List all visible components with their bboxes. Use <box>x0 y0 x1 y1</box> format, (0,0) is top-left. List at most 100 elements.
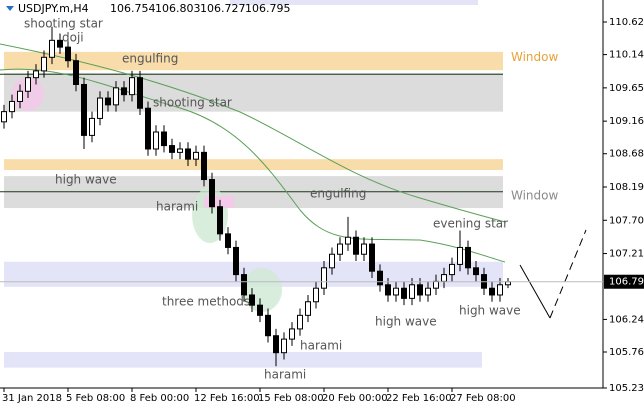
candle-body <box>457 246 463 265</box>
candle-body <box>489 287 495 296</box>
candle-body <box>497 284 503 296</box>
current-price-box <box>604 274 644 289</box>
x-tick-label: 22 Feb 16:00 <box>386 393 452 404</box>
y-tick-label: 108.190 <box>609 182 644 193</box>
candle-body <box>329 253 335 269</box>
candle-body <box>393 287 399 296</box>
candle-body <box>169 145 175 153</box>
candle-body <box>153 131 159 150</box>
candle-body <box>1 111 7 123</box>
y-tick-label: 108.680 <box>609 149 644 160</box>
y-tick-label: 105.230 <box>609 383 644 394</box>
candle-body <box>257 304 263 316</box>
candle-body <box>473 267 479 276</box>
symbol: USDJPY.m,H4 <box>18 2 89 15</box>
candle-body <box>113 87 119 106</box>
y-tick-label: 106.240 <box>609 314 644 325</box>
header-value: 106.727 <box>200 2 246 15</box>
forecast-line <box>549 229 587 319</box>
pattern-label: harami <box>264 368 306 382</box>
candle-body <box>361 243 367 255</box>
candle-body <box>49 39 55 58</box>
pattern-label: harami <box>156 200 198 214</box>
candle-body <box>249 294 255 306</box>
candles <box>1 26 511 367</box>
candle-body <box>401 287 407 299</box>
candle-body <box>161 131 167 147</box>
y-tick-label: 109.650 <box>609 83 644 94</box>
candle-body <box>337 243 343 255</box>
x-tick-label: 12 Feb 16:00 <box>194 393 260 404</box>
candle-body <box>9 100 15 113</box>
header-value: 106.803 <box>155 2 201 15</box>
candle-body <box>217 206 223 235</box>
pattern-label: high wave <box>55 173 117 187</box>
zone <box>4 159 503 171</box>
candle-body <box>145 107 151 150</box>
y-tick-label: 107.700 <box>609 215 644 226</box>
candle-body <box>433 280 439 289</box>
current-price-label: 106.795 <box>609 277 644 288</box>
y-tick-label: 107.210 <box>609 249 644 260</box>
candle-body <box>89 117 95 136</box>
x-tick-label: 15 Feb 08:00 <box>258 393 324 404</box>
pattern-label: engulfing <box>122 52 178 66</box>
candle-body <box>209 179 215 208</box>
pattern-label: shooting star <box>153 96 232 110</box>
pattern-label: high wave <box>459 304 521 318</box>
level-label: Window <box>511 188 559 202</box>
pattern-label: high wave <box>375 315 437 329</box>
zone <box>4 352 482 368</box>
candle-body <box>33 70 39 79</box>
candle-body <box>233 246 239 276</box>
y-tick-label: 110.620 <box>609 17 644 28</box>
candle-body <box>105 97 111 106</box>
candle-body <box>57 39 63 48</box>
moving-average <box>0 68 506 263</box>
candle-body <box>449 263 455 276</box>
pattern-label: three methods <box>162 295 250 309</box>
header-value: 106.754 <box>110 2 156 15</box>
x-tick-label: 8 Feb 00:00 <box>130 393 189 404</box>
candle-body <box>73 60 79 85</box>
candle-body <box>41 56 47 72</box>
candle-body <box>465 246 471 269</box>
candle-body <box>17 90 23 102</box>
y-tick-label: 109.160 <box>609 116 644 127</box>
pattern-label: engulfing <box>310 187 366 201</box>
candle-body <box>265 314 271 337</box>
candle-body <box>241 274 247 296</box>
pattern-label: evening star <box>433 217 508 231</box>
zone <box>4 51 503 71</box>
candle-body <box>425 287 431 296</box>
candle-body <box>321 267 327 289</box>
symbol-icon <box>6 6 14 11</box>
candle-body <box>273 335 279 354</box>
candle-body <box>297 314 303 330</box>
candle-body <box>409 284 415 299</box>
candle-body <box>97 97 103 119</box>
candle-body <box>377 270 383 286</box>
candle-body <box>441 274 447 282</box>
x-tick-label: 27 Feb 08:00 <box>450 393 516 404</box>
candle-body <box>313 287 319 303</box>
pattern-label: shooting star <box>24 17 103 31</box>
moving-average <box>0 43 506 223</box>
candle-body <box>345 236 351 245</box>
candle-body <box>177 148 183 153</box>
candle-body <box>385 284 391 296</box>
forecast-line <box>519 264 551 319</box>
candle-body <box>81 83 87 136</box>
candle-body <box>225 233 231 248</box>
candle-body <box>25 77 31 92</box>
x-tick-label: 20 Feb 00:00 <box>322 393 388 404</box>
candle-body <box>137 77 143 109</box>
x-tick-label: 5 Feb 08:00 <box>66 393 125 404</box>
top-zone <box>230 0 478 5</box>
candle-body <box>417 284 423 296</box>
pattern-label: harami <box>300 339 342 353</box>
candle-body <box>185 148 191 160</box>
header-value: 106.795 <box>245 2 291 15</box>
